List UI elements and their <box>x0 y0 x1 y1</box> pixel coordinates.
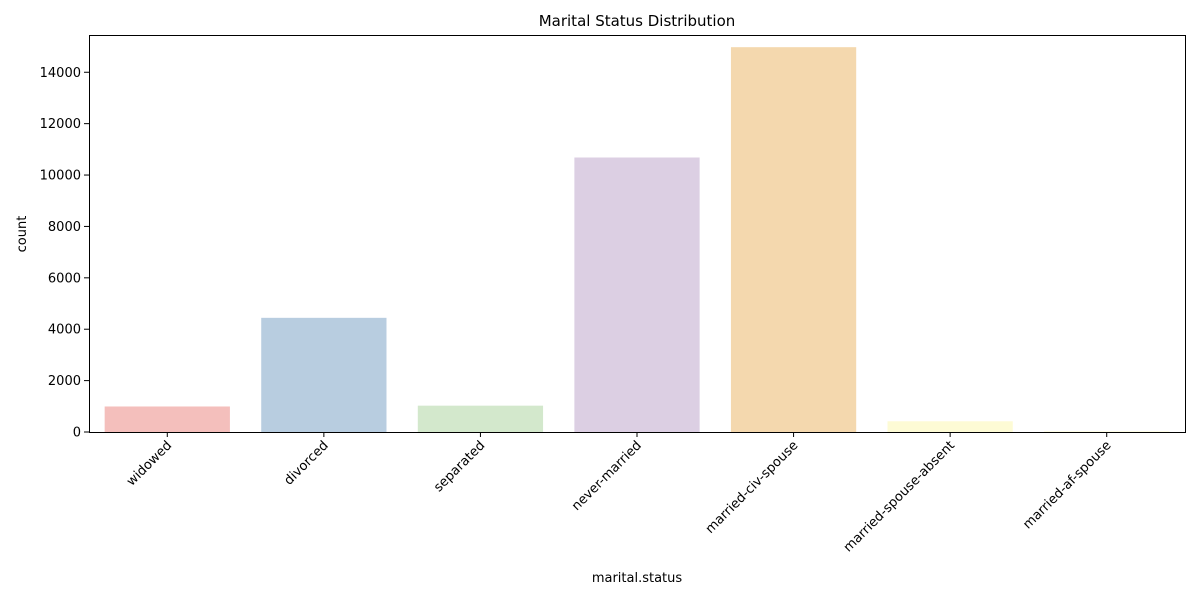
x-tick-label: divorced <box>282 438 332 488</box>
y-axis: 0 2000 4000 6000 8000 10000 12000 14000 <box>40 66 89 441</box>
bar-married-spouse-absent <box>887 421 1013 432</box>
x-tick-label: married-spouse-absent <box>841 438 958 555</box>
bar-never-married <box>574 157 700 432</box>
x-axis: widowed divorced separated never-married mar… <box>124 432 1115 555</box>
chart-title: Marital Status Distribution <box>539 12 736 30</box>
x-tick-label: separated <box>431 438 488 495</box>
x-tick-label: married-civ-spouse <box>703 438 802 537</box>
x-axis-label: marital.status <box>592 571 683 586</box>
x-tick-label: never-married <box>569 438 645 514</box>
bar-divorced <box>261 317 387 432</box>
bars-group <box>104 47 1170 432</box>
y-tick-label: 10000 <box>40 169 81 184</box>
y-tick-label: 4000 <box>48 323 81 338</box>
bar-married-af-spouse <box>1044 431 1170 432</box>
x-tick-label: widowed <box>124 438 175 489</box>
y-tick-label: 2000 <box>48 374 81 389</box>
y-axis-label: count <box>15 216 30 253</box>
y-tick-label: 8000 <box>48 220 81 235</box>
y-tick-label: 12000 <box>40 117 81 132</box>
y-tick-label: 0 <box>73 426 81 441</box>
bar-separated <box>417 405 544 432</box>
x-tick-label: married-af-spouse <box>1020 438 1114 532</box>
y-tick-label: 6000 <box>48 271 81 286</box>
y-tick-label: 14000 <box>40 66 81 81</box>
bar-widowed <box>104 406 230 432</box>
bar-married-civ-spouse <box>730 47 857 432</box>
